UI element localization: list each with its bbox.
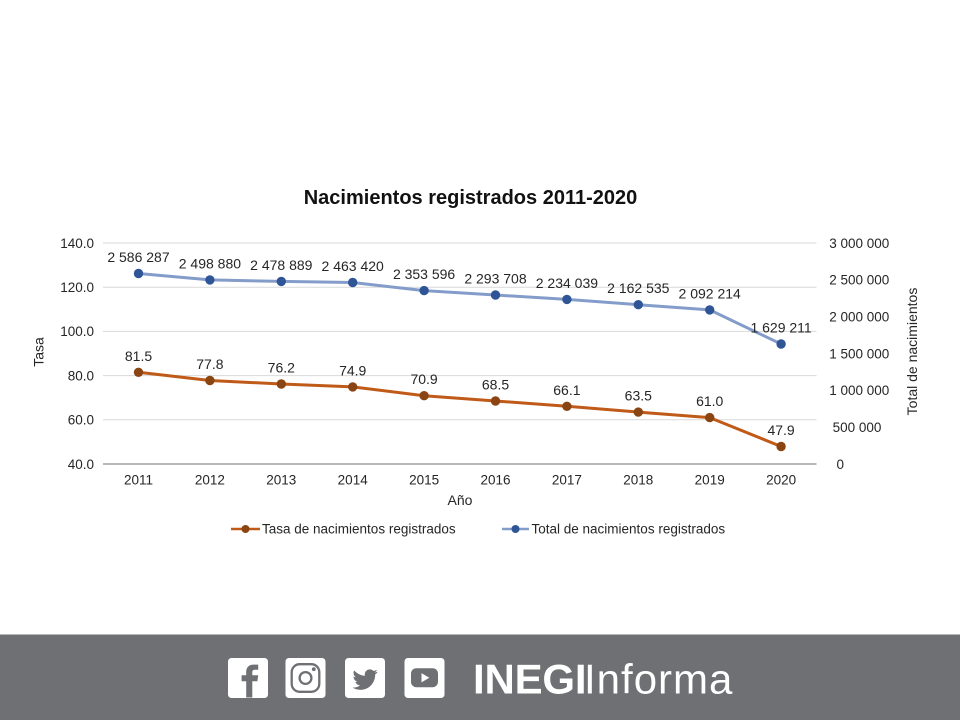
- svg-text:1 000 000: 1 000 000: [829, 383, 889, 398]
- svg-text:74.9: 74.9: [339, 362, 366, 378]
- svg-text:Total de nacimientos: Total de nacimientos: [904, 288, 920, 416]
- svg-text:2015: 2015: [409, 472, 439, 487]
- svg-text:2 234 039: 2 234 039: [536, 275, 598, 291]
- svg-text:2 498 880: 2 498 880: [179, 255, 241, 271]
- svg-text:Total de nacimientos registrad: Total de nacimientos registrados: [532, 522, 726, 537]
- svg-text:1 500 000: 1 500 000: [829, 346, 889, 361]
- svg-text:Año: Año: [448, 492, 473, 508]
- svg-text:1 629 211: 1 629 211: [750, 320, 811, 336]
- svg-text:100.0: 100.0: [60, 324, 94, 339]
- svg-text:76.2: 76.2: [268, 360, 295, 376]
- svg-text:81.5: 81.5: [125, 348, 152, 364]
- svg-text:2 500 000: 2 500 000: [829, 273, 889, 288]
- svg-text:60.0: 60.0: [68, 413, 94, 428]
- svg-text:2 463 420: 2 463 420: [322, 258, 384, 274]
- svg-text:2017: 2017: [552, 472, 582, 487]
- svg-text:80.0: 80.0: [68, 368, 94, 383]
- svg-text:2018: 2018: [623, 472, 653, 487]
- svg-text:Nacimientos registrados 2011-2: Nacimientos registrados 2011-2020: [304, 187, 638, 209]
- svg-text:0: 0: [837, 457, 845, 472]
- svg-text:2 353 596: 2 353 596: [393, 266, 455, 282]
- svg-text:INEGI: INEGI: [473, 656, 586, 703]
- svg-text:2 586 287: 2 586 287: [107, 249, 169, 265]
- svg-text:47.9: 47.9: [767, 422, 794, 438]
- svg-text:2 092 214: 2 092 214: [679, 285, 741, 301]
- svg-text:40.0: 40.0: [68, 457, 94, 472]
- svg-text:2014: 2014: [338, 472, 369, 487]
- svg-text:Tasa: Tasa: [31, 337, 47, 367]
- svg-text:2016: 2016: [480, 472, 510, 487]
- svg-text:2 162 535: 2 162 535: [607, 280, 669, 296]
- svg-text:2 293 708: 2 293 708: [464, 271, 526, 287]
- svg-text:77.8: 77.8: [196, 356, 223, 372]
- svg-text:2020: 2020: [766, 472, 796, 487]
- svg-text:61.0: 61.0: [696, 393, 723, 409]
- svg-text:Tasa de nacimientos registrado: Tasa de nacimientos registrados: [262, 522, 456, 537]
- svg-text:2019: 2019: [695, 472, 725, 487]
- svg-text:70.9: 70.9: [410, 371, 437, 387]
- svg-text:2 000 000: 2 000 000: [829, 310, 889, 325]
- svg-text:2011: 2011: [124, 472, 153, 487]
- svg-text:3 000 000: 3 000 000: [829, 236, 889, 251]
- svg-text:2013: 2013: [266, 472, 296, 487]
- svg-text:140.0: 140.0: [60, 236, 94, 251]
- svg-text:66.1: 66.1: [553, 382, 580, 398]
- svg-text:Informa: Informa: [584, 656, 733, 703]
- svg-text:2012: 2012: [195, 472, 225, 487]
- svg-text:120.0: 120.0: [60, 280, 94, 295]
- svg-text:500 000: 500 000: [833, 420, 882, 435]
- svg-text:63.5: 63.5: [625, 388, 652, 404]
- svg-text:2 478 889: 2 478 889: [250, 257, 312, 273]
- svg-text:68.5: 68.5: [482, 377, 509, 393]
